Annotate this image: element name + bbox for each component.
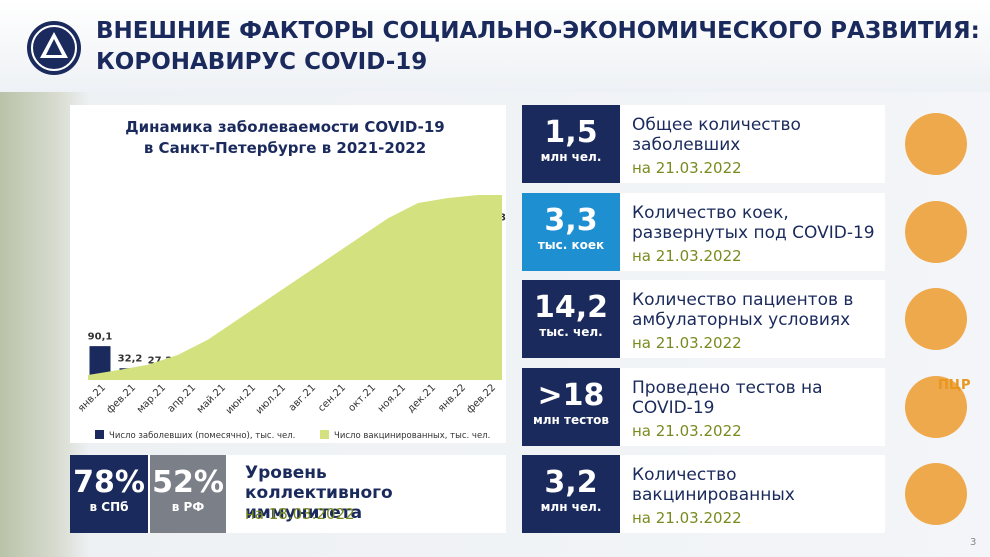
immunity-rf: 52% в РФ — [150, 455, 226, 533]
value-label: 32,2 — [118, 354, 143, 365]
card-number: 1,5 млн чел. — [522, 105, 620, 183]
x-tick-label: ноя.21 — [376, 382, 408, 414]
stat-unit: тыс. коек — [537, 237, 605, 252]
stat-unit: млн чел. — [540, 150, 602, 164]
logo — [27, 21, 81, 75]
x-tick-label: мар.21 — [135, 382, 168, 415]
x-tick-label: фев.22 — [465, 382, 499, 416]
immunity-title: Уровень коллективного иммунитета — [245, 463, 393, 523]
x-tick-label: июл.21 — [254, 382, 288, 416]
title-line: ВНЕШНИЕ ФАКТОРЫ СОЦИАЛЬНО-ЭКОНОМИЧЕСКОГО… — [96, 18, 980, 44]
immunity-spb: 78% в СПб — [70, 455, 148, 533]
legend-label: Число заболевших (помесячно), тыс. чел. — [109, 431, 295, 441]
legend-swatch — [320, 430, 329, 439]
card-date: на 21.03.2022 — [632, 159, 742, 177]
card-date: на 21.03.2022 — [632, 421, 742, 440]
x-tick-label: фев.21 — [105, 382, 139, 416]
stat-value: 52% — [152, 465, 224, 500]
card-date: на 21.03.2022 — [632, 246, 742, 265]
stat-value: >18 — [537, 377, 605, 413]
title: ВНЕШНИЕ ФАКТОРЫ СОЦИАЛЬНО-ЭКОНОМИЧЕСКОГО… — [96, 16, 980, 78]
card-date: на 21.03.2022 — [632, 509, 742, 527]
immunity-date: на 18.03.2022 — [245, 505, 355, 523]
value-label: 90,1 — [88, 332, 113, 343]
stat-unit: млн тестов — [532, 412, 610, 427]
header-bar — [0, 0, 990, 92]
card-number: 14,2 тыс. чел. — [522, 280, 620, 358]
icon — [905, 375, 967, 438]
icon — [905, 288, 967, 350]
icon — [905, 200, 967, 263]
stat-unit: в СПб — [89, 500, 129, 514]
x-tick-label: дек.21 — [406, 382, 439, 415]
x-tick-label: янв.22 — [436, 382, 468, 414]
x-tick-label: сен.21 — [316, 382, 348, 414]
page-number: 3 — [970, 537, 977, 548]
stat-unit: тыс. чел. — [539, 325, 603, 339]
card-label: Количество пациентов в амбулаторных усло… — [632, 290, 854, 330]
x-tick-label: янв.21 — [76, 382, 108, 414]
chart-title: в Санкт-Петербурге в 2021-2022 — [144, 139, 426, 157]
x-tick-label: май.21 — [195, 382, 228, 415]
chart-title: Динамика заболеваемости COVID-19 — [125, 118, 444, 136]
stat-value: 14,2 — [533, 290, 609, 325]
card-number: 3,2 млн чел. — [522, 455, 620, 533]
x-tick-label: авг.21 — [287, 382, 318, 413]
legend-label: Число вакцинированных, тыс. чел. — [334, 431, 490, 441]
card-label: Проведено тестов на COVID-19 — [632, 377, 823, 418]
area — [88, 195, 502, 380]
stat-value: 1,5 — [544, 115, 598, 150]
x-tick-label: окт.21 — [346, 382, 378, 414]
pcr-label: ПЦР — [938, 378, 971, 393]
stat-unit: млн чел. — [540, 500, 602, 514]
x-tick-label: апр.21 — [166, 382, 198, 414]
stat-value: 3,3 — [544, 202, 598, 238]
stat-value: 3,2 — [544, 465, 598, 500]
icon — [905, 113, 967, 175]
card-date: на 21.03.2022 — [632, 334, 742, 352]
title-line: КОРОНАВИРУС COVID-19 — [96, 49, 428, 75]
card-label: Общее количество заболевших — [632, 115, 801, 155]
card-number: >18 млн тестов — [522, 367, 620, 446]
stat-value: 78% — [73, 465, 145, 500]
legend-swatch — [95, 430, 104, 439]
x-tick-label: июн.21 — [224, 382, 258, 416]
icon — [905, 463, 967, 525]
card-label: Количество вакцинированных — [632, 465, 795, 505]
card-number: 3,3 тыс. коек — [522, 192, 620, 271]
card-label: Количество коек, развернутых под COVID-1… — [632, 202, 875, 243]
stat-unit: в РФ — [171, 500, 205, 514]
